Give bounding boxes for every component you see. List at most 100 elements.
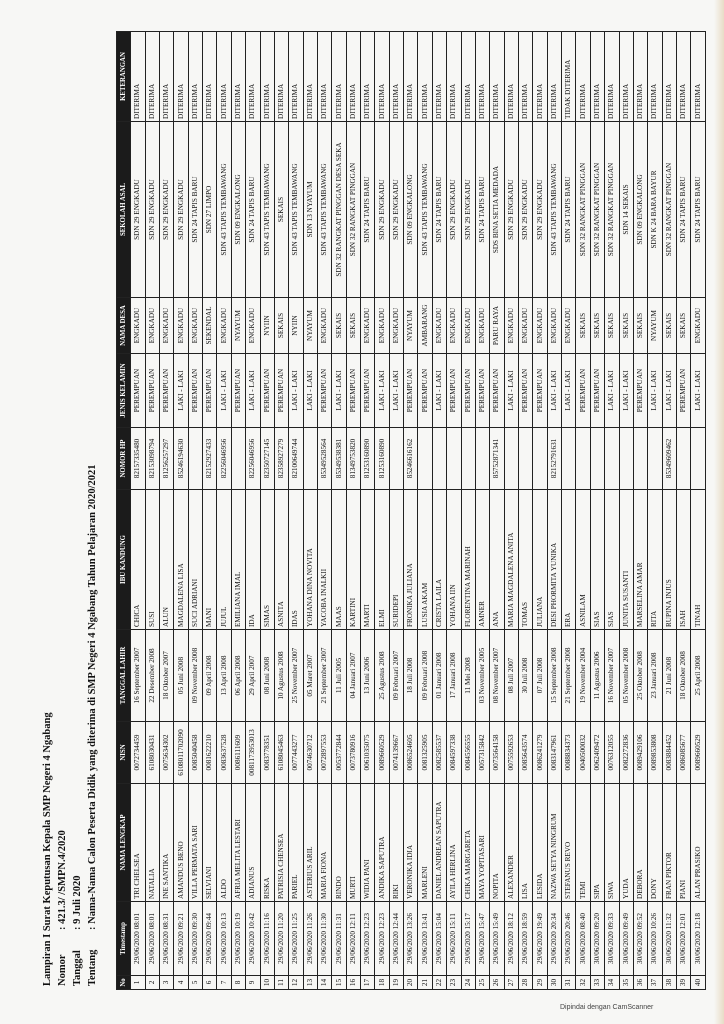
table-cell: NYAYUM xyxy=(403,297,418,354)
table-cell: ENGKADU xyxy=(360,297,375,354)
table-cell: LAKI - LAKI xyxy=(547,353,562,428)
table-cell: ALEXANDER xyxy=(504,783,519,902)
table-cell: JULIANA xyxy=(532,489,548,630)
table-cell: 25 Agustus 2008 xyxy=(374,629,390,722)
table-cell: SDN 43 TAPIS TEMBAWANG xyxy=(260,121,275,298)
table-cell: MARIA MAGDALENA ANITA xyxy=(504,489,519,630)
table-row: 40 30/06/2020 12:18 ALAN PRASIKO 0089660529… xyxy=(690,31,706,990)
table-cell: 03 November 2005 xyxy=(475,629,490,722)
table-cell: PEREMPUAN xyxy=(145,353,160,428)
table-cell: SDN 24 TAPIS BARU xyxy=(676,121,691,298)
table-cell: 82152927433 xyxy=(202,427,217,490)
table-cell: SDN 24 TAPIS BARU xyxy=(561,121,576,298)
table-cell: 8 xyxy=(231,975,246,990)
table-cell: ALAN PRASIKO xyxy=(690,783,706,902)
table-cell: SDN K 24 BARA BAYUR xyxy=(647,121,663,298)
table-cell: PEREMPUAN xyxy=(489,353,505,428)
table-row: 1 29/06/2020 08:01 TRI CHELSEA 0072734459 16… xyxy=(130,31,146,990)
table-cell: NYIIN xyxy=(260,297,275,354)
table-cell: EMILIANA IMAL xyxy=(231,489,246,630)
table-cell: SDN 29 ENGKADU xyxy=(446,121,462,298)
table-cell: 30 xyxy=(547,975,562,990)
table-cell: MAGDALENA LISA xyxy=(173,489,189,630)
table-cell: LAKI - LAKI xyxy=(374,353,390,428)
table-cell: 29/06/2020 08:31 xyxy=(159,901,174,976)
table-cell: 85349609462 xyxy=(662,427,677,490)
table-cell: 09 November 2008 xyxy=(188,629,203,722)
table-cell: PEREMPUAN xyxy=(346,353,361,428)
table-cell: 0074139667 xyxy=(389,721,404,784)
table-cell: LAKI - LAKI xyxy=(504,353,519,428)
table-cell: LAKI - LAKI xyxy=(561,353,576,428)
table-cell: 0057315842 xyxy=(475,721,490,784)
table-row: 10 29/06/2020 11:16 RISKA 0083778351 08 Juni… xyxy=(260,31,275,990)
table-cell: 82153098794 xyxy=(145,427,160,490)
table-cell: 08 November 2007 xyxy=(489,629,505,722)
table-cell: PIANI xyxy=(676,783,691,902)
table-cell: 08 Juli 2007 xyxy=(504,629,519,722)
table-cell: 29/06/2020 08:01 xyxy=(145,901,160,976)
table-cell: SDS BINA SETIA MEDADA xyxy=(489,121,505,298)
table-cell: 37 xyxy=(647,975,663,990)
table-cell: DITERIMA xyxy=(145,31,160,122)
table-cell: SUSI xyxy=(145,489,160,630)
table-cell: SEKAIS xyxy=(590,297,605,354)
table-cell: DANIEL ANDREAN SAPUTRA xyxy=(432,783,447,902)
table-cell: 29/06/2020 10:42 xyxy=(245,901,261,976)
table-cell xyxy=(604,427,620,490)
table-cell: DITERIMA xyxy=(173,31,189,122)
table-cell: 0077443277 xyxy=(288,721,304,784)
table-cell: ELMI xyxy=(374,489,390,630)
table-cell: 22 Desember 2008 xyxy=(145,629,160,722)
table-row: 3 29/06/2020 08:31 INE SANTIKA 0075634302 18… xyxy=(159,31,174,990)
table-cell xyxy=(504,427,519,490)
table-cell: 05 November 2008 xyxy=(619,629,634,722)
table-cell: RITA xyxy=(647,489,663,630)
table-cell: 17 Januari 2008 xyxy=(446,629,462,722)
table-cell: FRAN PIKTOR xyxy=(662,783,677,902)
table-cell: PEREMPUAN xyxy=(461,353,476,428)
table-cell: ENGKADU xyxy=(518,297,533,354)
table-cell: 29/06/2020 09:21 xyxy=(173,901,189,976)
table-row: 36 30/06/2020 09:52 DEBORA 0089429106 25 Okt… xyxy=(633,31,648,990)
table-cell: 0073564158 xyxy=(489,721,505,784)
table-cell: 29/06/2020 11:20 xyxy=(274,901,289,976)
table-cell: 18 Juli 2008 xyxy=(403,629,418,722)
table-cell: SURIDEPI xyxy=(389,489,404,630)
table-cell: ANDIKA SAPUTRA xyxy=(374,783,390,902)
table-cell: 30/06/2020 09:20 xyxy=(590,901,605,976)
table-cell: SDN 29 ENGKADU xyxy=(130,121,146,298)
table-cell xyxy=(417,427,433,490)
table-cell: DITERIMA xyxy=(489,31,505,122)
table-cell: ENGKADU xyxy=(130,297,146,354)
table-cell: DITERIMA xyxy=(504,31,519,122)
table-cell: 18 Oktober 2007 xyxy=(159,629,174,722)
table-cell: 25 November 2007 xyxy=(288,629,304,722)
table-cell: LUSIA AKAM xyxy=(417,489,433,630)
table-cell: LAKI - LAKI xyxy=(331,353,347,428)
table-cell: DITERIMA xyxy=(676,31,691,122)
table-cell: SDN 24 TAPIS BARU xyxy=(690,121,706,298)
table-cell: CHIKA MARGARETA xyxy=(461,783,476,902)
table-cell: 85349528564 xyxy=(317,427,332,490)
table-cell: SDN 09 ENGKALONG xyxy=(633,121,648,298)
table-cell: DITERIMA xyxy=(575,31,591,122)
table-cell xyxy=(590,427,605,490)
table-row: 4 29/06/2020 09:21 AMANDUS BENO 61080117020… xyxy=(173,31,189,990)
table-cell: SIMAS xyxy=(260,489,275,630)
table-cell: 6108011702090 xyxy=(173,721,189,784)
table-cell: DITERIMA xyxy=(231,31,246,122)
scanner-watermark: Dipindai dengan CamScanner xyxy=(560,1004,654,1011)
table-cell: 9 xyxy=(245,975,261,990)
table-cell: 30/06/2020 09:52 xyxy=(633,901,648,976)
table-cell: JUNITA SUSANTI xyxy=(619,489,634,630)
table-cell: 15 xyxy=(331,975,347,990)
table-cell: 25 xyxy=(475,975,490,990)
table-row: 20 29/06/2020 13:26 VERONIKA IDIA 008652460… xyxy=(403,31,418,990)
table-cell: 10 Agustus 2008 xyxy=(274,629,289,722)
table-cell: JUJUL xyxy=(216,489,232,630)
table-cell: PEREMPUAN xyxy=(260,353,275,428)
table-body: 1 29/06/2020 08:01 TRI CHELSEA 0072734459 16… xyxy=(130,31,706,990)
table-cell: 17 xyxy=(360,975,375,990)
table-cell: SDN 29 ENGKADU xyxy=(461,121,476,298)
